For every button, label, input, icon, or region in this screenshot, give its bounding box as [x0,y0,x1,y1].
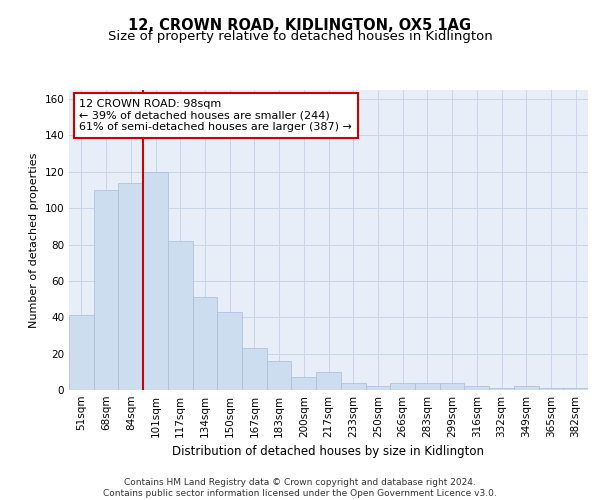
Bar [563,388,588,390]
Bar [440,382,464,390]
Bar [242,348,267,390]
Bar [489,388,514,390]
Bar [415,382,440,390]
Bar [143,172,168,390]
Text: Contains HM Land Registry data © Crown copyright and database right 2024.
Contai: Contains HM Land Registry data © Crown c… [103,478,497,498]
Bar [168,241,193,390]
Text: 12 CROWN ROAD: 98sqm
← 39% of detached houses are smaller (244)
61% of semi-deta: 12 CROWN ROAD: 98sqm ← 39% of detached h… [79,99,352,132]
X-axis label: Distribution of detached houses by size in Kidlington: Distribution of detached houses by size … [173,446,485,458]
Bar [118,182,143,390]
Bar [514,386,539,390]
Bar [316,372,341,390]
Bar [94,190,118,390]
Bar [267,361,292,390]
Bar [341,382,365,390]
Text: Size of property relative to detached houses in Kidlington: Size of property relative to detached ho… [107,30,493,43]
Bar [292,378,316,390]
Bar [69,316,94,390]
Bar [390,382,415,390]
Bar [193,298,217,390]
Bar [217,312,242,390]
Y-axis label: Number of detached properties: Number of detached properties [29,152,39,328]
Bar [365,386,390,390]
Bar [464,386,489,390]
Text: 12, CROWN ROAD, KIDLINGTON, OX5 1AG: 12, CROWN ROAD, KIDLINGTON, OX5 1AG [128,18,472,32]
Bar [539,388,563,390]
